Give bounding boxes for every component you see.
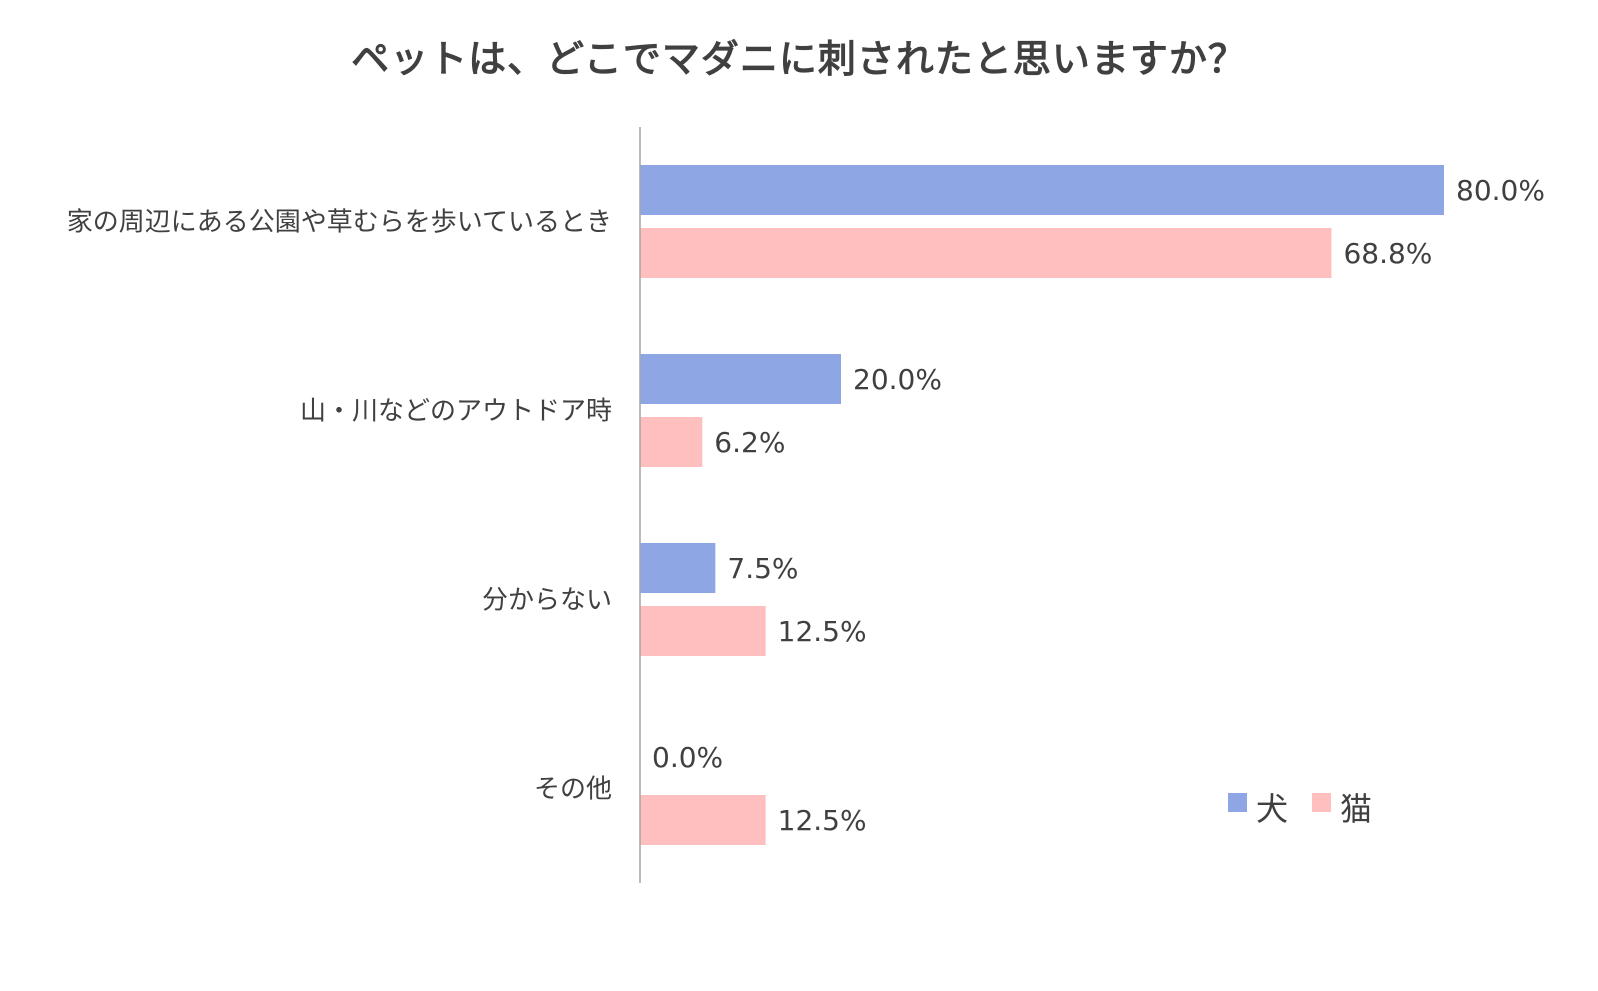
bar-cat-0 <box>640 228 1332 278</box>
bar-dog-0 <box>640 165 1444 215</box>
bar-cat-1 <box>640 417 703 467</box>
category-label: その他 <box>534 775 612 805</box>
category-label: 山・川などのアウトドア時 <box>300 397 612 427</box>
legend-swatch-cat <box>1312 793 1331 812</box>
bar-dog-1 <box>640 354 841 404</box>
value-label: 12.5% <box>778 804 867 837</box>
value-label: 80.0% <box>1456 174 1545 207</box>
category-label: 分からない <box>482 586 612 616</box>
bar-cat-3 <box>640 795 766 845</box>
value-label: 20.0% <box>853 363 942 396</box>
legend-label: 犬 <box>1256 790 1288 828</box>
value-label: 0.0% <box>652 741 723 774</box>
chart-title: ペットは、どこでマダニに刺されたと思いますか？ <box>351 37 1247 81</box>
legend-swatch-dog <box>1228 793 1247 812</box>
value-label: 6.2% <box>714 426 785 459</box>
category-label: 家の周辺にある公園や草むらを歩いているとき <box>67 208 612 238</box>
value-label: 7.5% <box>727 552 798 585</box>
bar-dog-2 <box>640 543 716 593</box>
bar-cat-2 <box>640 606 766 656</box>
value-label: 68.8% <box>1343 237 1432 270</box>
value-label: 12.5% <box>778 615 867 648</box>
legend-label: 猫 <box>1340 790 1372 828</box>
